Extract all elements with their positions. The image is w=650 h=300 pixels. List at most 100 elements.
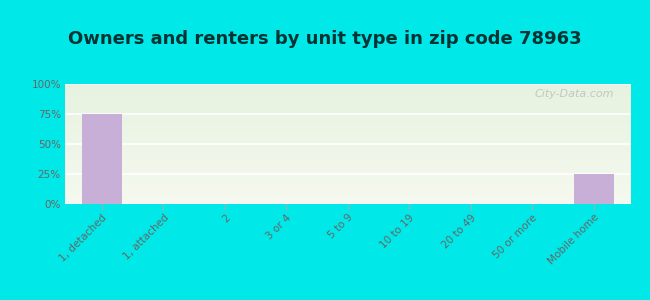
Bar	[65, 167, 630, 168]
Bar	[65, 89, 630, 90]
Bar	[65, 163, 630, 164]
Text: City-Data.com: City-Data.com	[534, 89, 614, 99]
Bar	[65, 88, 630, 89]
Bar	[65, 124, 630, 125]
Bar	[65, 182, 630, 184]
Bar	[65, 131, 630, 132]
Bar	[65, 196, 630, 197]
Bar	[65, 162, 630, 163]
Bar	[65, 158, 630, 160]
Bar	[65, 116, 630, 118]
Bar	[65, 112, 630, 113]
Bar	[65, 152, 630, 154]
Bar	[65, 95, 630, 96]
Bar	[65, 197, 630, 198]
Bar	[65, 146, 630, 148]
Bar	[65, 144, 630, 145]
Bar	[65, 113, 630, 114]
Bar	[65, 134, 630, 136]
Bar	[65, 128, 630, 130]
Bar	[65, 176, 630, 178]
Bar	[65, 184, 630, 185]
Bar	[65, 103, 630, 104]
Bar	[65, 97, 630, 98]
Bar	[65, 203, 630, 204]
Bar	[65, 170, 630, 172]
Bar	[65, 187, 630, 188]
Bar	[65, 175, 630, 176]
Bar	[65, 104, 630, 106]
Bar	[65, 120, 630, 121]
Bar	[65, 110, 630, 112]
Bar	[65, 127, 630, 128]
Bar	[65, 84, 630, 85]
Bar	[65, 114, 630, 115]
Bar	[65, 160, 630, 161]
Bar	[65, 122, 630, 124]
Bar	[65, 172, 630, 173]
Bar	[65, 126, 630, 127]
Bar	[65, 98, 630, 100]
Bar	[65, 185, 630, 186]
Bar	[65, 186, 630, 187]
Bar	[65, 138, 630, 139]
Bar	[65, 151, 630, 152]
Bar	[65, 194, 630, 196]
Bar	[65, 142, 630, 143]
Bar	[65, 90, 630, 91]
Bar	[65, 94, 630, 95]
Bar	[65, 107, 630, 108]
Bar	[65, 155, 630, 156]
Bar	[65, 137, 630, 138]
Bar	[65, 118, 630, 119]
Bar	[65, 91, 630, 92]
Bar	[65, 119, 630, 120]
Bar	[65, 199, 630, 200]
Bar	[65, 109, 630, 110]
Bar	[65, 169, 630, 170]
Bar	[65, 133, 630, 134]
Bar	[65, 192, 630, 193]
Bar	[65, 164, 630, 166]
Bar	[65, 140, 630, 142]
Bar	[65, 96, 630, 97]
Bar	[82, 114, 122, 204]
Bar	[65, 106, 630, 107]
Bar	[574, 174, 614, 204]
Bar	[65, 161, 630, 162]
Bar	[65, 86, 630, 88]
Bar	[65, 181, 630, 182]
Bar	[65, 202, 630, 203]
Bar	[65, 85, 630, 86]
Bar	[65, 139, 630, 140]
Bar	[65, 178, 630, 179]
Bar	[65, 174, 630, 175]
Bar	[65, 100, 630, 101]
Bar	[65, 143, 630, 144]
Bar	[65, 168, 630, 169]
Bar	[65, 193, 630, 194]
Bar	[65, 132, 630, 133]
Bar	[65, 136, 630, 137]
Bar	[65, 130, 630, 131]
Bar	[65, 148, 630, 149]
Bar	[65, 157, 630, 158]
Bar	[65, 198, 630, 199]
Bar	[65, 180, 630, 181]
Bar	[65, 166, 630, 167]
Bar	[65, 154, 630, 155]
Bar	[65, 102, 630, 103]
Bar	[65, 125, 630, 126]
Text: Owners and renters by unit type in zip code 78963: Owners and renters by unit type in zip c…	[68, 30, 582, 48]
Bar	[65, 191, 630, 192]
Bar	[65, 149, 630, 150]
Bar	[65, 115, 630, 116]
Bar	[65, 200, 630, 202]
Bar	[65, 121, 630, 122]
Bar	[65, 145, 630, 146]
Bar	[65, 179, 630, 180]
Bar	[65, 190, 630, 191]
Bar	[65, 188, 630, 190]
Bar	[65, 101, 630, 102]
Bar	[65, 156, 630, 157]
